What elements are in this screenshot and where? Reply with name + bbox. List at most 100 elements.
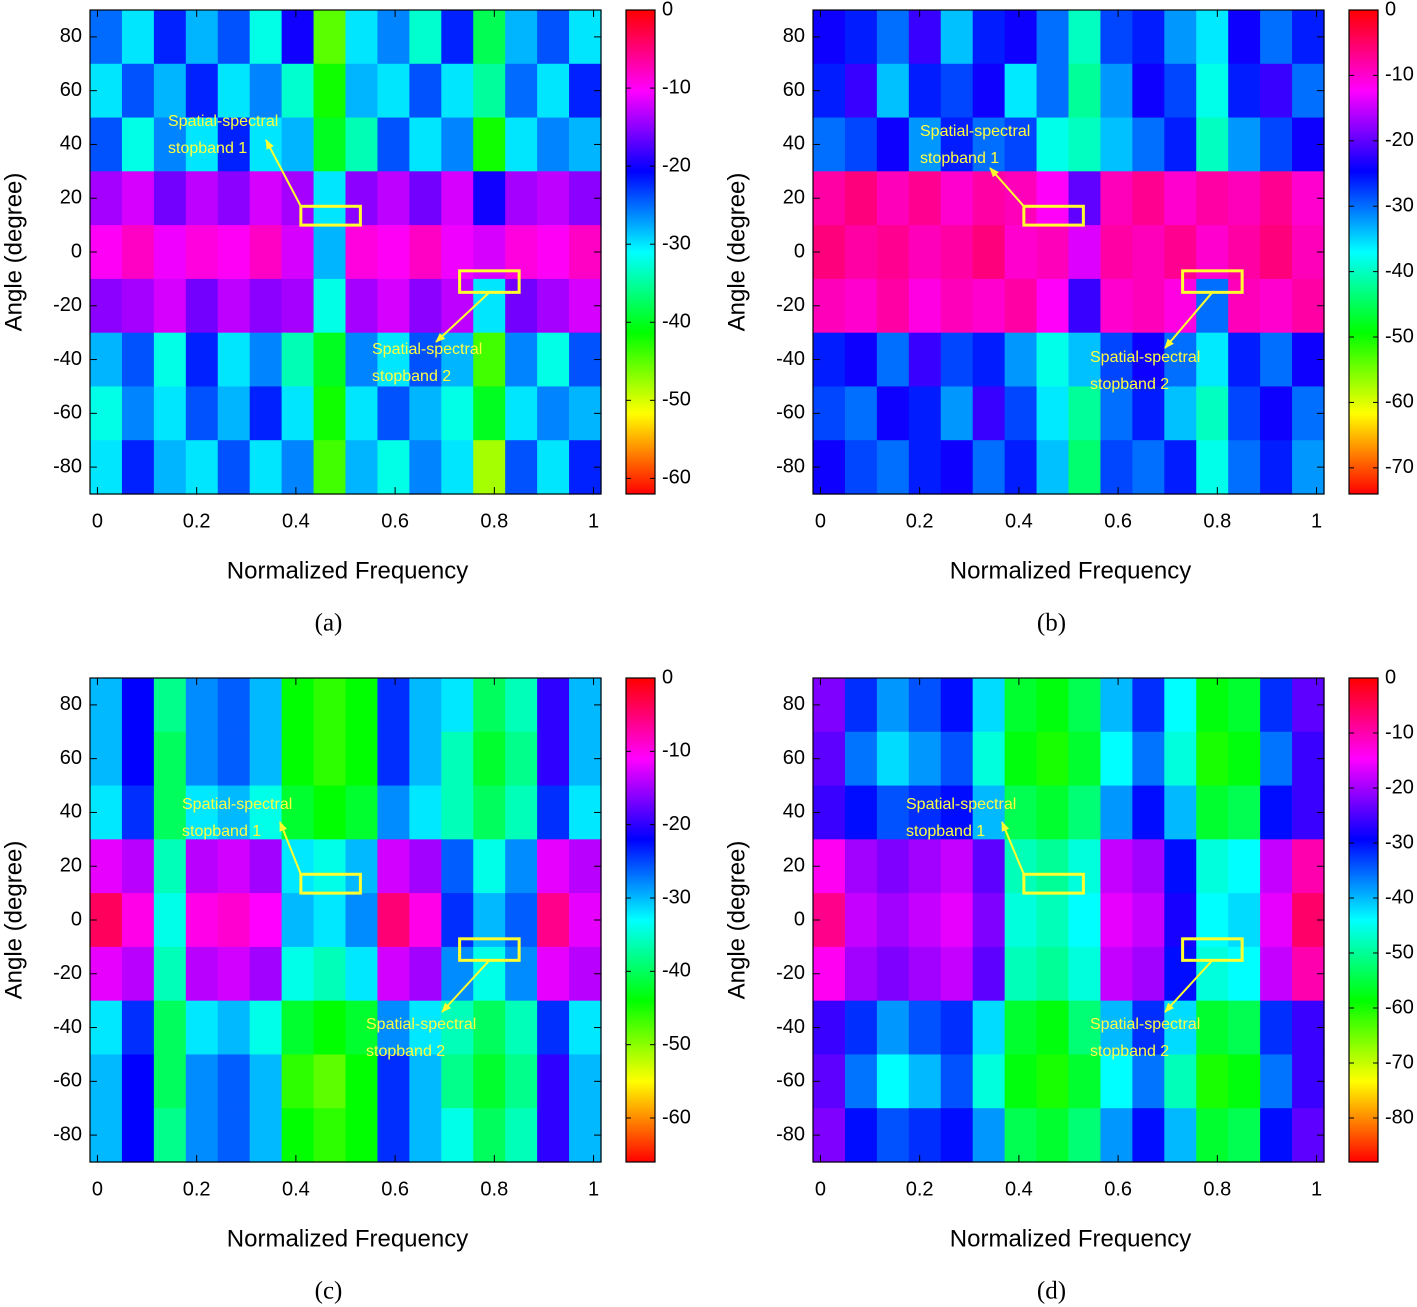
heatmap-cell (505, 117, 538, 172)
heatmap-cell (185, 332, 219, 388)
heatmap-cell (1132, 839, 1165, 894)
heatmap-cell (908, 117, 942, 172)
heatmap-cell (1260, 440, 1293, 495)
heatmap-cell (940, 893, 974, 948)
heatmap-cell (1036, 117, 1070, 172)
heatmap-cell (1004, 731, 1038, 787)
heatmap-cell (473, 332, 506, 388)
heatmap-cell (345, 440, 379, 495)
heatmap-cell (217, 893, 251, 948)
heatmap-cell (121, 678, 155, 733)
heatmap-cell (1132, 440, 1165, 495)
colorbar-tick-label: -20 (1385, 776, 1414, 798)
x-tick-label: 0.8 (480, 510, 508, 532)
heatmap-cell (377, 332, 410, 388)
heatmap-cell (473, 117, 506, 172)
heatmap-cell (185, 785, 219, 840)
heatmap-cell (1068, 731, 1102, 787)
heatmap-cell (377, 63, 410, 119)
heatmap-cell (1164, 785, 1197, 840)
heatmap-cell (1196, 731, 1229, 787)
x-tick-label: 0.2 (183, 510, 211, 532)
stopband-box (1022, 872, 1085, 895)
heatmap-cell (1228, 785, 1261, 840)
heatmap-cell (345, 117, 379, 172)
heatmap-cell (377, 1000, 410, 1056)
heatmap-cell (876, 839, 910, 894)
stopband-box (1022, 204, 1085, 227)
heatmap-cell (185, 117, 219, 172)
heatmap-cell (1004, 946, 1038, 1002)
heatmap-cell (537, 731, 570, 787)
heatmap-cell (249, 839, 283, 894)
colorbar-tick-label: 0 (1385, 0, 1396, 20)
heatmap-cell (217, 63, 251, 119)
heatmap-cell (121, 10, 155, 65)
annotation-arrow (279, 821, 302, 875)
x-tick-label: 1 (588, 510, 599, 532)
heatmap-cell (409, 171, 442, 226)
heatmap-cell (1100, 10, 1133, 65)
heatmap-cell (1196, 171, 1229, 226)
heatmap-cell (972, 731, 1006, 787)
heatmap-cell (1260, 171, 1293, 226)
heatmap-cell (281, 440, 315, 495)
heatmap-cell (153, 839, 187, 894)
heatmap-cell (345, 10, 379, 65)
heatmap-cell (1068, 386, 1102, 441)
heatmap-cell (1100, 839, 1133, 894)
heatmap-cell (1260, 278, 1293, 334)
heatmap-cell (908, 225, 942, 280)
heatmap-cell (281, 386, 315, 441)
heatmap-cell (876, 386, 910, 441)
heatmap-cell (505, 440, 538, 495)
annotation-text: Spatial-spectral (372, 341, 482, 358)
annotation-text: stopband 1 (906, 823, 985, 840)
heatmap-cell (217, 1000, 251, 1056)
heatmap-cell (185, 731, 219, 787)
colorbar-tick-label: -10 (662, 740, 691, 762)
heatmap-cell (1004, 1108, 1038, 1163)
heatmap-cell (217, 332, 251, 388)
heatmap-cell (153, 785, 187, 840)
heatmap-cell (972, 785, 1006, 840)
heatmap-cell (844, 839, 878, 894)
heatmap-cell (121, 225, 155, 280)
heatmap-cell (537, 1000, 570, 1056)
heatmap-cell (1132, 785, 1165, 840)
heatmap-cell (121, 440, 155, 495)
y-tick-label: 80 (783, 25, 805, 47)
heatmap-cell (121, 63, 155, 119)
y-tick-label: 20 (783, 855, 805, 877)
heatmap-cell (1132, 946, 1165, 1002)
heatmap-cell (1260, 117, 1293, 172)
heatmap-cell (537, 63, 570, 119)
heatmap-cell (1068, 225, 1102, 280)
panel (813, 678, 1325, 1163)
heatmap-cell (1132, 893, 1165, 948)
caption: (a) (315, 610, 343, 637)
heatmap-cell (1068, 332, 1102, 388)
heatmap-cell (217, 171, 251, 226)
heatmap-cell (505, 386, 538, 441)
colorbar-tick-label: -30 (662, 232, 691, 254)
heatmap-cell (1068, 946, 1102, 1002)
heatmap-cell (1228, 440, 1261, 495)
heatmap-cell (1004, 386, 1038, 441)
heatmap-cell (972, 10, 1006, 65)
heatmap-cell (377, 678, 410, 733)
heatmap-cell (409, 1054, 442, 1109)
heatmap-cell (313, 386, 347, 441)
heatmap-cell (473, 946, 506, 1002)
heatmap-cell (473, 171, 506, 226)
heatmap-cell (377, 731, 410, 787)
y-tick-label: 80 (60, 693, 82, 715)
heatmap-cell (1260, 386, 1293, 441)
heatmap-cell (249, 1054, 283, 1109)
annotation-text: Spatial-spectral (1090, 1016, 1200, 1033)
heatmap-cell (1036, 1000, 1070, 1056)
heatmap-cell (121, 386, 155, 441)
x-tick-label: 1 (1311, 510, 1322, 532)
heatmap-cell (153, 63, 187, 119)
heatmap-cell (1004, 1000, 1038, 1056)
